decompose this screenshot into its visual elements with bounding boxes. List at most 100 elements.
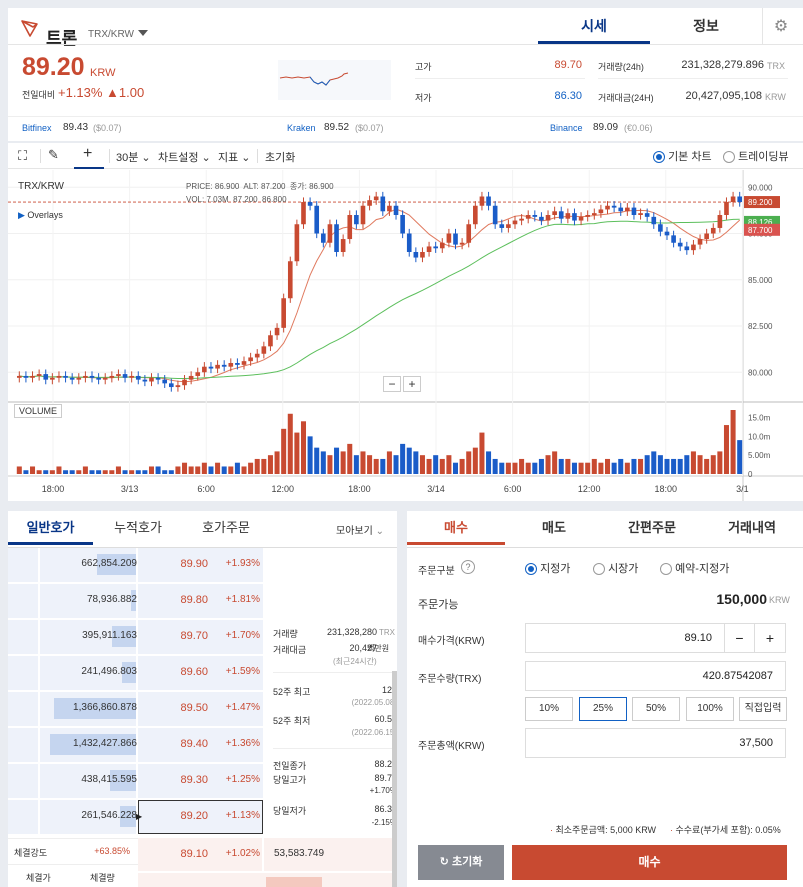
ask-row[interactable]: 438,415.595 89.30 +1.25% — [8, 764, 273, 798]
basic-chart-option[interactable]: 기본 차트 — [653, 148, 712, 164]
zoom-out-button[interactable]: − — [383, 376, 401, 392]
volume-bar — [175, 466, 181, 474]
order-type-market[interactable]: 시장가 — [593, 560, 638, 576]
quantity-label: 주문수량(TRX) — [418, 674, 482, 685]
reset-order-button[interactable]: ↻ 초기화 — [418, 845, 504, 880]
tab-info[interactable]: 정보 — [693, 18, 719, 34]
tab-simple-order[interactable]: 간편주문 — [628, 520, 676, 535]
tab-buy[interactable]: 매수 — [407, 511, 505, 545]
ask-price: 89.60 — [180, 666, 208, 678]
price-decrease-button[interactable]: − — [724, 623, 755, 653]
exchange-name[interactable]: Binance — [550, 123, 583, 133]
candle — [360, 205, 366, 225]
ask-price: 89.80 — [180, 594, 208, 606]
ask-row[interactable]: 241,496.803 89.60 +1.59% — [8, 656, 273, 690]
volume-bar — [168, 470, 174, 474]
exchange-name[interactable]: Bitfinex — [22, 123, 52, 133]
price-chart[interactable]: 90.00087.50085.00082.50080.00015.0m10.0m… — [8, 170, 803, 501]
reset-chart-button[interactable]: 초기화 — [265, 152, 296, 164]
day-low-label: 당일저가 — [273, 806, 307, 816]
pct-10-button[interactable]: 10% — [525, 697, 573, 721]
tab-history[interactable]: 거래내역 — [728, 520, 776, 535]
low52-date: (2022.06.15) — [351, 728, 397, 737]
order-type-reserve[interactable]: 예약-지정가 — [660, 560, 729, 576]
volume-bar — [512, 462, 518, 474]
pencil-icon[interactable]: ✎ — [48, 147, 59, 162]
refresh-icon: ↻ — [439, 856, 452, 868]
view-select[interactable]: 모아보기 ⌄ — [336, 522, 384, 537]
volume-bar — [215, 462, 221, 474]
tab-order-orderbook[interactable]: 호가주문 — [202, 520, 250, 535]
quantity-input[interactable]: 420.87542087 — [525, 661, 786, 691]
volume-bar — [96, 470, 102, 474]
candle — [287, 261, 293, 299]
ask-row[interactable]: 78,936.882 89.80 +1.81% — [8, 584, 273, 618]
candle — [664, 231, 670, 236]
ask-qty: 395,911.163 — [82, 630, 137, 641]
volume-bar — [182, 462, 188, 474]
direct-input-button[interactable]: 직접입력 — [739, 697, 787, 721]
exchange-change: (€0.06) — [624, 123, 653, 133]
candle — [591, 213, 597, 215]
buy-button[interactable]: 매수 — [512, 845, 787, 880]
buy-price-label: 매수가격(KRW) — [418, 636, 485, 647]
indicator-select[interactable]: 지표 ⌄ — [218, 149, 251, 165]
volume-bar — [188, 466, 194, 474]
volume-tick-label: 5.00m — [748, 451, 771, 460]
overlays-toggle[interactable]: ▶ Overlays — [18, 210, 63, 221]
volume-bar — [611, 462, 617, 474]
ask-row[interactable]: 1,366,860.878 89.50 +1.47% — [8, 692, 273, 726]
candle — [96, 377, 101, 380]
volume-bar — [63, 470, 69, 474]
zoom-in-button[interactable]: + — [403, 376, 421, 392]
volume-label: 거래량(24h) — [598, 62, 644, 72]
interval-select[interactable]: 30분 ⌄ — [116, 149, 151, 165]
tab-quote[interactable]: 시세 — [538, 8, 650, 44]
candle — [618, 207, 624, 212]
tab-cumulative-orderbook[interactable]: 누적호가 — [114, 520, 162, 535]
radio-unchecked-icon — [723, 151, 735, 164]
volume-tick-label: 0 — [748, 470, 753, 479]
day-low-value: 86.30 — [374, 804, 397, 814]
info-volume-value: 231,328,280 — [326, 627, 377, 637]
ask-price: 89.40 — [180, 738, 208, 750]
ask-row[interactable]: 1,432,427.866 89.40 +1.36% — [8, 728, 273, 762]
candle — [354, 215, 359, 225]
exchange-name[interactable]: Kraken — [287, 123, 316, 133]
candle — [638, 213, 643, 215]
volume-bar — [545, 455, 551, 474]
order-type-limit[interactable]: 지정가 — [525, 560, 570, 576]
scrollbar[interactable] — [392, 671, 397, 887]
help-icon[interactable]: ? — [461, 560, 475, 574]
bid-row[interactable] — [138, 873, 392, 887]
candle — [301, 202, 306, 225]
volume-bar — [248, 462, 254, 474]
order-type-market-label: 시장가 — [608, 563, 639, 575]
volume-bar — [261, 458, 267, 474]
ask-row[interactable]: 261,546.228 89.20 +1.13% ▶ — [8, 800, 273, 834]
volume-bar — [30, 466, 36, 474]
pct-50-button[interactable]: 50% — [632, 697, 680, 721]
volume-bar — [525, 462, 531, 474]
tab-sell[interactable]: 매도 — [542, 520, 566, 535]
time-tick-label: 12:00 — [578, 484, 601, 494]
pct-100-button[interactable]: 100% — [686, 697, 734, 721]
crosshair-tool[interactable]: + — [74, 143, 104, 169]
gear-icon[interactable]: ⚙ — [773, 18, 789, 35]
ask-row[interactable]: 395,911.163 89.70 +1.70% — [8, 620, 273, 654]
price-increase-button[interactable]: + — [754, 623, 786, 653]
buy-price-input[interactable]: 89.10 — [525, 623, 725, 653]
candle — [710, 227, 716, 234]
pct-25-button[interactable]: 25% — [579, 697, 627, 721]
chevron-down-icon[interactable] — [138, 30, 148, 36]
volume-bar — [155, 466, 161, 474]
chart-settings-select[interactable]: 차트설정 ⌄ — [158, 149, 211, 165]
total-input[interactable]: 37,500 — [525, 728, 786, 758]
tab-normal-orderbook[interactable]: 일반호가 — [8, 511, 93, 545]
tradingview-option[interactable]: 트레이딩뷰 — [723, 148, 789, 164]
fullscreen-icon[interactable]: ⛶ — [18, 148, 28, 163]
ask-row[interactable]: 662,854.209 89.90 +1.93% — [8, 548, 273, 582]
basic-chart-label: 기본 차트 — [668, 151, 712, 163]
volume-bar — [697, 455, 703, 474]
bid-row[interactable]: 89.10 +1.02% — [138, 838, 262, 871]
